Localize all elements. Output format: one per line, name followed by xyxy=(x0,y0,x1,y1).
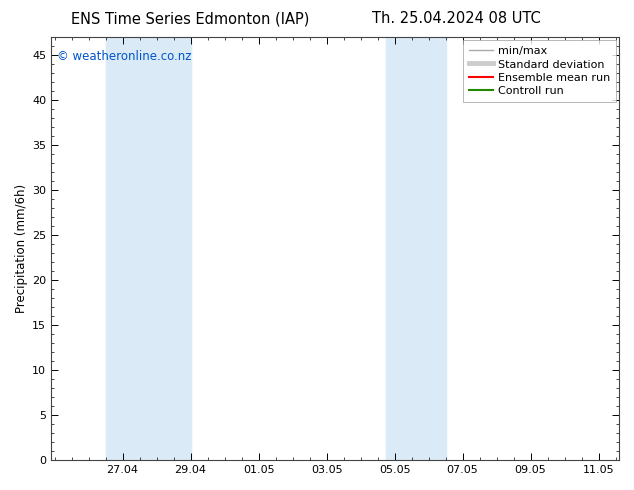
Bar xyxy=(386,37,446,460)
Text: ENS Time Series Edmonton (IAP): ENS Time Series Edmonton (IAP) xyxy=(71,11,309,26)
Text: Th. 25.04.2024 08 UTC: Th. 25.04.2024 08 UTC xyxy=(372,11,541,26)
Bar xyxy=(105,37,191,460)
Y-axis label: Precipitation (mm/6h): Precipitation (mm/6h) xyxy=(15,184,28,313)
Text: © weatheronline.co.nz: © weatheronline.co.nz xyxy=(57,50,191,63)
Legend: min/max, Standard deviation, Ensemble mean run, Controll run: min/max, Standard deviation, Ensemble me… xyxy=(463,40,616,101)
